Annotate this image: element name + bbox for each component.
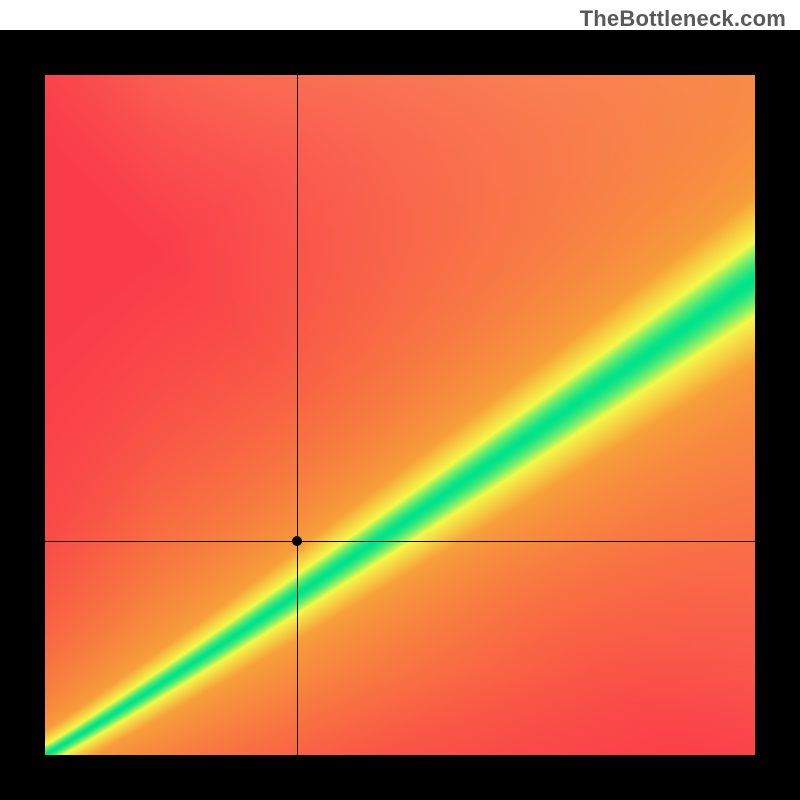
- watermark-text: TheBottleneck.com: [580, 6, 786, 32]
- crosshair-vertical: [297, 75, 298, 755]
- plot-area: [45, 75, 755, 755]
- selection-marker: [292, 536, 302, 546]
- bottleneck-heatmap: [45, 75, 755, 755]
- root: TheBottleneck.com: [0, 0, 800, 800]
- crosshair-horizontal: [45, 541, 755, 542]
- chart-frame: [0, 30, 800, 800]
